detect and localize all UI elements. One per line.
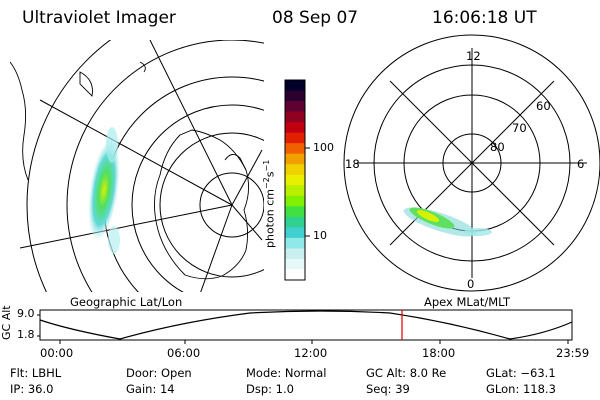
- colorbar: [285, 80, 305, 281]
- mlt-label-0: 0: [467, 277, 475, 291]
- colorbar-segment: [285, 216, 305, 228]
- info-filter: Flt: LBHL: [10, 366, 62, 380]
- info-gc-alt: GC Alt: 8.0 Re: [366, 366, 447, 380]
- altitude-ytick-low: 1.8: [17, 328, 35, 341]
- colorbar-segment: [285, 101, 305, 113]
- colorbar-segment: [285, 153, 305, 165]
- mlat-label-80: 80: [490, 140, 505, 154]
- altitude-curve: [39, 310, 573, 340]
- colorbar-segment: [285, 132, 305, 144]
- instrument-title: Ultraviolet Imager: [22, 8, 176, 28]
- colorbar-segment: [285, 174, 305, 186]
- colorbar-tick-100: 100: [313, 141, 334, 154]
- altitude-xtick: 06:00: [167, 346, 201, 360]
- mlt-label-12: 12: [466, 49, 481, 63]
- info-door: Door: Open: [126, 366, 192, 380]
- colorbar-label: photon cm−2s−1: [262, 159, 277, 248]
- mlt-label-6: 6: [577, 157, 585, 171]
- time-label: 16:06:18 UT: [432, 8, 537, 28]
- info-ip: IP: 36.0: [10, 382, 54, 396]
- aurora-oval-geographic: [88, 127, 120, 254]
- altitude-xtick: 23:59: [556, 346, 590, 360]
- info-gain: Gain: 14: [126, 382, 175, 396]
- mlat-label-60: 60: [536, 99, 551, 113]
- colorbar-segment: [285, 143, 305, 155]
- colorbar-segment: [285, 248, 305, 260]
- altitude-ytick-high: 9.0: [17, 307, 35, 320]
- colorbar-segment: [285, 227, 305, 239]
- polar-grid: [343, 34, 600, 292]
- colorbar-segment: [285, 111, 305, 123]
- altitude-plot-frame: [39, 309, 573, 341]
- aurora-oval-polar: [403, 207, 492, 237]
- altitude-xtick: 12:00: [294, 346, 328, 360]
- colorbar-segment: [285, 237, 305, 249]
- date-label: 08 Sep 07: [272, 8, 359, 28]
- altitude-xtick: 00:00: [40, 346, 74, 360]
- info-mode: Mode: Normal: [246, 366, 327, 380]
- colorbar-segment: [285, 195, 305, 207]
- caption-geographic: Geographic Lat/Lon: [70, 295, 183, 309]
- info-glon: GLon: 118.3: [486, 382, 556, 396]
- colorbar-segment: [285, 90, 305, 102]
- info-seq: Seq: 39: [366, 382, 410, 396]
- mlat-label-70: 70: [512, 121, 527, 135]
- colorbar-segment: [285, 185, 305, 197]
- caption-apex: Apex MLat/MLT: [424, 295, 511, 309]
- altitude-ylabel: GC Alt: [0, 305, 13, 340]
- info-dsp: Dsp: 1.0: [246, 382, 294, 396]
- mlt-label-18: 18: [345, 157, 360, 171]
- colorbar-segment: [285, 164, 305, 176]
- colorbar-segment: [285, 80, 305, 92]
- colorbar-segment: [285, 258, 305, 270]
- colorbar-segment: [285, 122, 305, 134]
- colorbar-segment: [285, 269, 305, 281]
- altitude-xtick: 18:00: [422, 346, 456, 360]
- colorbar-tick-10: 10: [313, 229, 327, 242]
- info-glat: GLat: −63.1: [486, 366, 556, 380]
- colorbar-segment: [285, 206, 305, 218]
